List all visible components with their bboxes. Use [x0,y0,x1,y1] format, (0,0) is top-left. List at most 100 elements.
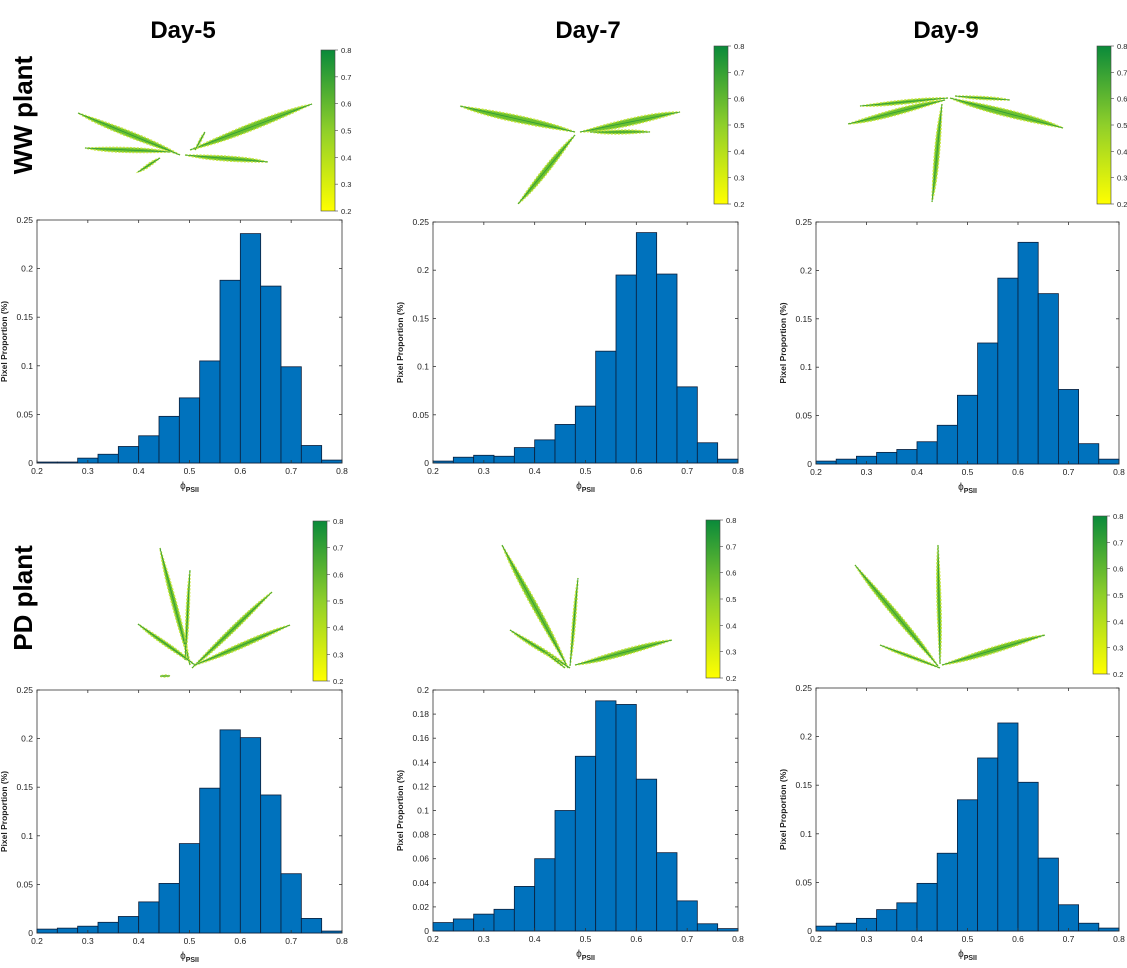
histogram-bar [1058,904,1080,932]
colorbar-tick-label: 0.7 [333,544,343,553]
y-axis-label: Pixel Proportion (%) [778,302,788,383]
histogram-bar [876,909,898,932]
leaf-midrib [954,95,1011,101]
y-tick-label: 0.25 [16,215,33,225]
x-tick-label: 0.7 [681,934,693,944]
y-tick-label: 0.16 [412,733,429,743]
leaf-midrib [579,111,681,133]
histogram-bar [534,858,556,932]
x-tick-label: 0.2 [810,467,822,477]
y-tick-label: 0.08 [412,830,429,840]
colorbar-tick-label: 0.5 [726,595,736,604]
histogram-bar [219,729,241,934]
x-tick-label: 0.4 [133,466,145,476]
colorbar-tick-label: 0.7 [734,68,744,77]
leaf-midrib [194,624,291,666]
histogram-bar [595,700,617,932]
histogram-bar [635,232,658,464]
colorbar-tick-label: 0.6 [1117,95,1127,104]
colorbar: 0.8 0.7 0.6 0.5 0.4 0.3 0.2 [312,517,343,686]
y-tick-label: 0 [424,926,429,936]
colorbar-gradient [713,45,729,205]
histogram-panel: 0.2 0.3 0.4 0.5 0.6 0.7 0.8 0 0.05 0.1 0.15 0.2 0.25… [395,217,744,494]
x-tick-label: 0.5 [962,467,974,477]
histogram-bar [300,918,323,934]
histogram-bar [876,451,898,465]
column-title: Day-7 [555,17,620,44]
leaf-midrib [189,103,313,151]
histogram-bar [815,460,837,465]
colorbar-tick-label: 0.4 [1117,147,1127,156]
y-tick-label: 0.2 [21,264,33,274]
histogram-bar [300,445,323,464]
x-tick-label: 0.7 [1063,934,1075,944]
x-tick-label: 0.8 [732,466,744,476]
y-tick-label: 0.25 [16,685,33,695]
colorbar-gradient [1096,45,1112,205]
colorbar-tick-label: 0.7 [1117,68,1127,77]
y-tick-label: 0.15 [795,314,812,324]
plant-image [501,544,673,669]
x-tick-label: 0.4 [911,467,923,477]
colorbar: 0.8 0.7 0.6 0.5 0.4 0.3 0.2 [713,42,744,209]
x-tick-label: 0.8 [732,934,744,944]
leaf-midrib [569,577,579,667]
histogram-bar [896,449,918,465]
colorbar-tick-label: 0.2 [1113,670,1123,679]
colorbar-gradient [312,520,328,682]
x-tick-label: 0.6 [1012,934,1024,944]
colorbar-tick-label: 0.8 [341,46,351,55]
leaf-midrib [949,97,1064,129]
histogram-bar [957,394,979,465]
column-title: Day-9 [913,17,978,44]
histogram-bar [916,882,938,932]
y-tick-label: 0.25 [412,217,429,227]
histogram-bar [916,441,938,465]
y-tick-label: 0.05 [795,877,812,887]
histogram-panel: 0.2 0.3 0.4 0.5 0.6 0.7 0.8 0 0.05 0.1 0.15 0.2 0.25… [0,215,348,494]
y-axis-label: Pixel Proportion (%) [395,302,405,383]
leaf-midrib [854,564,939,667]
x-tick-label: 0.5 [184,936,196,946]
y-tick-label: 0.02 [412,902,429,912]
y-tick-label: 0.1 [21,831,33,841]
x-tick-label: 0.3 [82,936,94,946]
plant-image [854,544,1046,669]
x-tick-label: 0.7 [681,466,693,476]
x-tick-label: 0.8 [1113,934,1125,944]
histogram-bar [432,460,454,464]
histogram-bar [676,900,698,932]
colorbar-tick-label: 0.6 [734,95,744,104]
leaf-midrib [501,544,569,669]
row-title: PD plant [8,545,38,651]
x-tick-label: 0.2 [31,466,43,476]
colorbar-tick-label: 0.3 [1117,174,1127,183]
x-tick-label: 0.2 [810,934,822,944]
histogram-bar [199,360,221,464]
x-tick-label: 0.5 [580,934,592,944]
histogram-bar [676,386,698,464]
plant-image [847,95,1064,203]
histogram-bar [56,461,79,464]
colorbar-tick-label: 0.5 [341,127,351,136]
column-title: Day-5 [150,17,215,44]
histogram-panel: 0.2 0.3 0.4 0.5 0.6 0.7 0.8 0 0.02 0.04 0.06 0.08 0.… [395,685,744,962]
histogram-bar [1017,781,1039,932]
x-tick-label: 0.3 [478,934,490,944]
histogram-bar [452,456,475,464]
y-axis-label: Pixel Proportion (%) [0,771,9,852]
leaf-midrib [509,629,571,669]
histogram-bar [178,843,201,934]
x-tick-label: 0.4 [529,466,541,476]
x-tick-label: 0.6 [1012,467,1024,477]
histogram-bar [158,883,180,934]
colorbar-gradient [320,49,336,212]
x-tick-label: 0.5 [184,466,196,476]
histogram-bar [1037,857,1059,932]
histogram-bar [595,350,617,464]
histogram-bar [280,366,302,464]
histogram-bar [321,930,343,934]
colorbar-tick-label: 0.7 [341,73,351,82]
colorbar-tick-label: 0.3 [734,174,744,183]
